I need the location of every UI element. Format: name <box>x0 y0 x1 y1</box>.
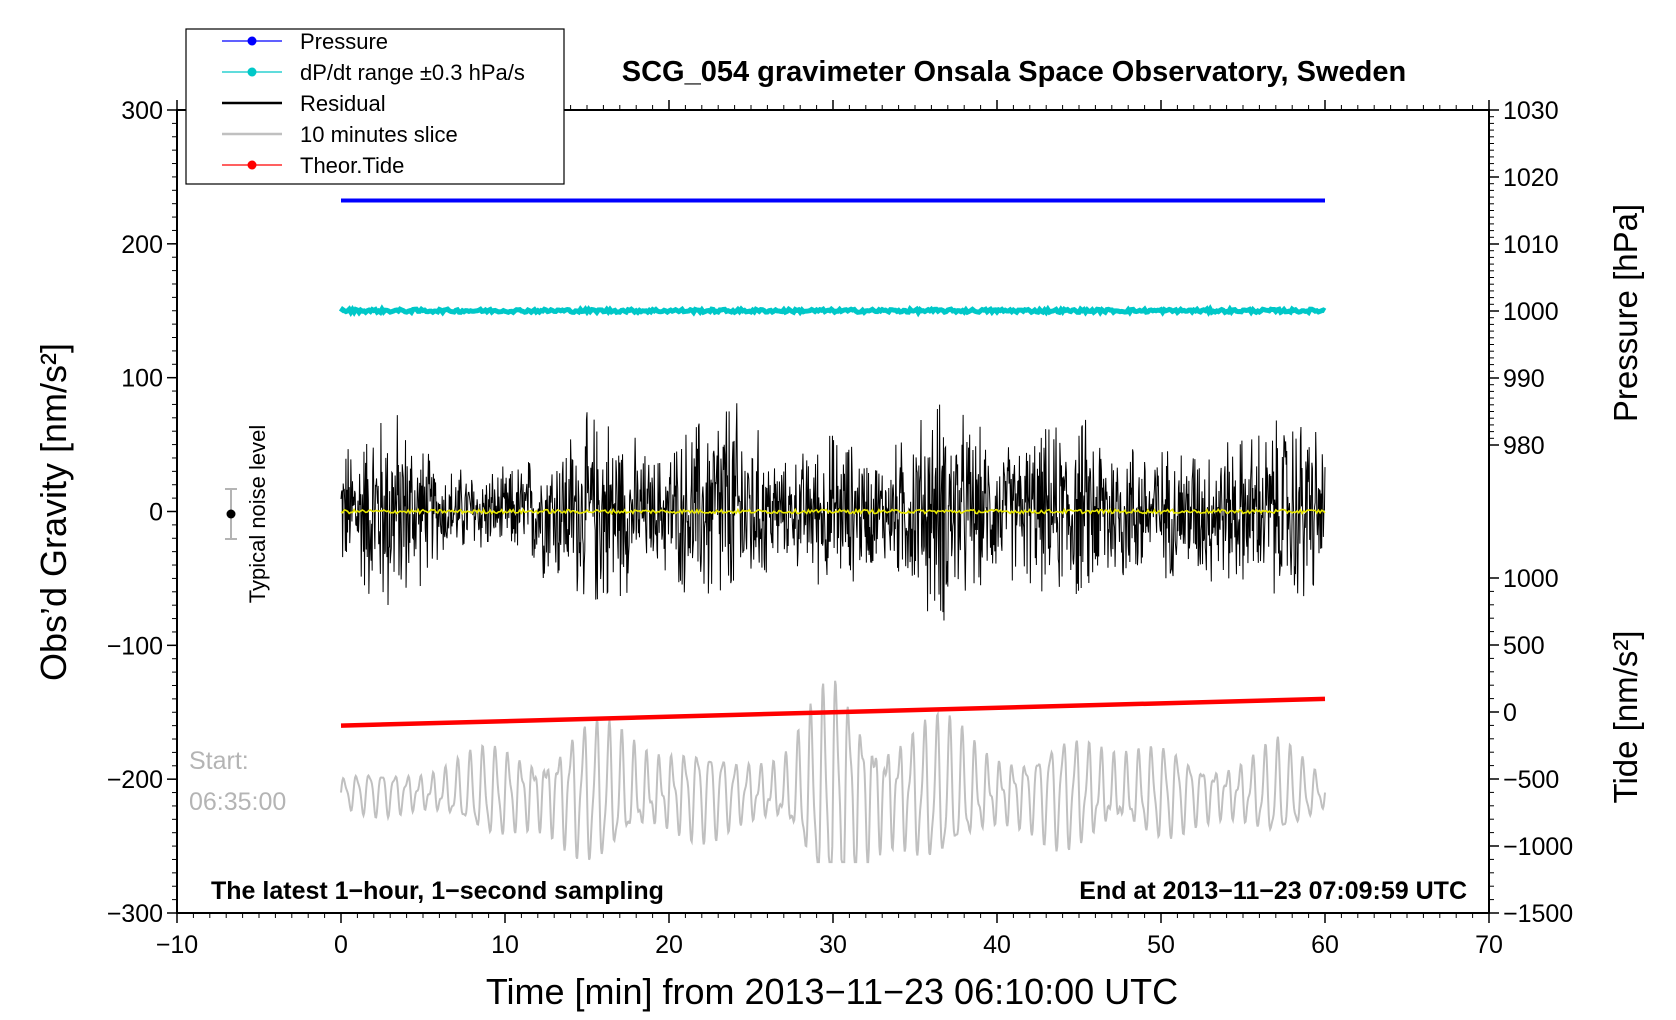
x-tick-label: 20 <box>655 931 683 959</box>
x-tick-label: 50 <box>1147 931 1175 959</box>
legend-entry: Theor.Tide <box>222 153 404 178</box>
x-axis-label: Time [min] from 2013−11−23 06:10:00 UTC <box>486 971 1178 1012</box>
legend-swatch-marker <box>247 67 257 77</box>
x-tick-label: −10 <box>156 931 198 959</box>
pressure-tick-label: 1020 <box>1503 164 1559 192</box>
legend-label: dP/dt range ±0.3 hPa/s <box>300 60 525 85</box>
bottom-left-note: The latest 1−hour, 1−second sampling <box>211 877 664 905</box>
y-tick-label-left: 0 <box>149 499 163 527</box>
y-tick-label-left: −300 <box>107 900 163 928</box>
tide-tick-label: 500 <box>1503 632 1545 660</box>
y-tick-label-left: 100 <box>121 365 163 393</box>
legend-label: 10 minutes slice <box>300 122 458 147</box>
legend: Pressure dP/dt range ±0.3 hPa/s Residual 10… <box>185 28 565 185</box>
pressure-tick-label: 1010 <box>1503 231 1559 259</box>
pressure-tick-label: 990 <box>1503 365 1545 393</box>
legend-box <box>185 28 565 185</box>
tide-tick-label: −1000 <box>1503 833 1573 861</box>
x-tick-label: 30 <box>819 931 847 959</box>
series-theor-tide <box>340 696 1326 728</box>
legend-label: Pressure <box>300 29 388 54</box>
y-axis-label-tide: Tide [nm/s²] <box>1607 631 1644 804</box>
x-tick-label: 40 <box>983 931 1011 959</box>
legend-entry: Residual <box>222 91 386 116</box>
pressure-tick-label: 980 <box>1503 432 1545 460</box>
pressure-tick-label: 1000 <box>1503 298 1559 326</box>
start-time: 06:35:00 <box>189 788 286 816</box>
series-layer <box>338 198 1327 864</box>
legend-entry: Pressure <box>222 29 388 54</box>
y-tick-label-left: 200 <box>121 231 163 259</box>
legend-entry: dP/dt range ±0.3 hPa/s <box>222 60 525 85</box>
y-tick-label-left: −200 <box>107 766 163 794</box>
tick-layer: −10 0 10 20 30 40 50 60 703002001000−100−200−300… <box>107 97 1574 959</box>
chart-title: SCG_054 gravimeter Onsala Space Observat… <box>622 56 1406 88</box>
y-axis-label-left: Obs’d Gravity [nm/s²] <box>33 343 74 681</box>
series-dpdt <box>338 304 1327 318</box>
pressure-tick-label: 1030 <box>1503 97 1559 125</box>
noise-level-dot <box>226 509 236 519</box>
bottom-right-note: End at 2013−11−23 07:09:59 UTC <box>1079 877 1467 905</box>
x-tick-label: 10 <box>491 931 519 959</box>
tide-tick-label: −1500 <box>1503 900 1573 928</box>
series-10-minutes-slice <box>340 680 1326 864</box>
legend-label: Residual <box>300 91 386 116</box>
noise-level-marker <box>225 488 237 540</box>
x-tick-label: 70 <box>1475 931 1503 959</box>
noise-level-label: Typical noise level <box>245 425 270 604</box>
legend-entry: 10 minutes slice <box>222 122 458 147</box>
legend-swatch-marker <box>247 36 257 46</box>
y-tick-label-left: −100 <box>107 632 163 660</box>
legend-label: Theor.Tide <box>300 153 404 178</box>
y-axis-label-pressure: Pressure [hPa] <box>1607 204 1644 422</box>
series-residual-mean <box>340 507 1326 516</box>
tide-tick-label: −500 <box>1503 766 1559 794</box>
x-tick-label: 0 <box>334 931 348 959</box>
x-tick-label: 60 <box>1311 931 1339 959</box>
y-tick-label-left: 300 <box>121 97 163 125</box>
start-label: Start: <box>189 747 249 775</box>
legend-swatch-marker <box>247 160 257 170</box>
tide-tick-label: 0 <box>1503 699 1517 727</box>
tide-tick-label: 1000 <box>1503 565 1559 593</box>
